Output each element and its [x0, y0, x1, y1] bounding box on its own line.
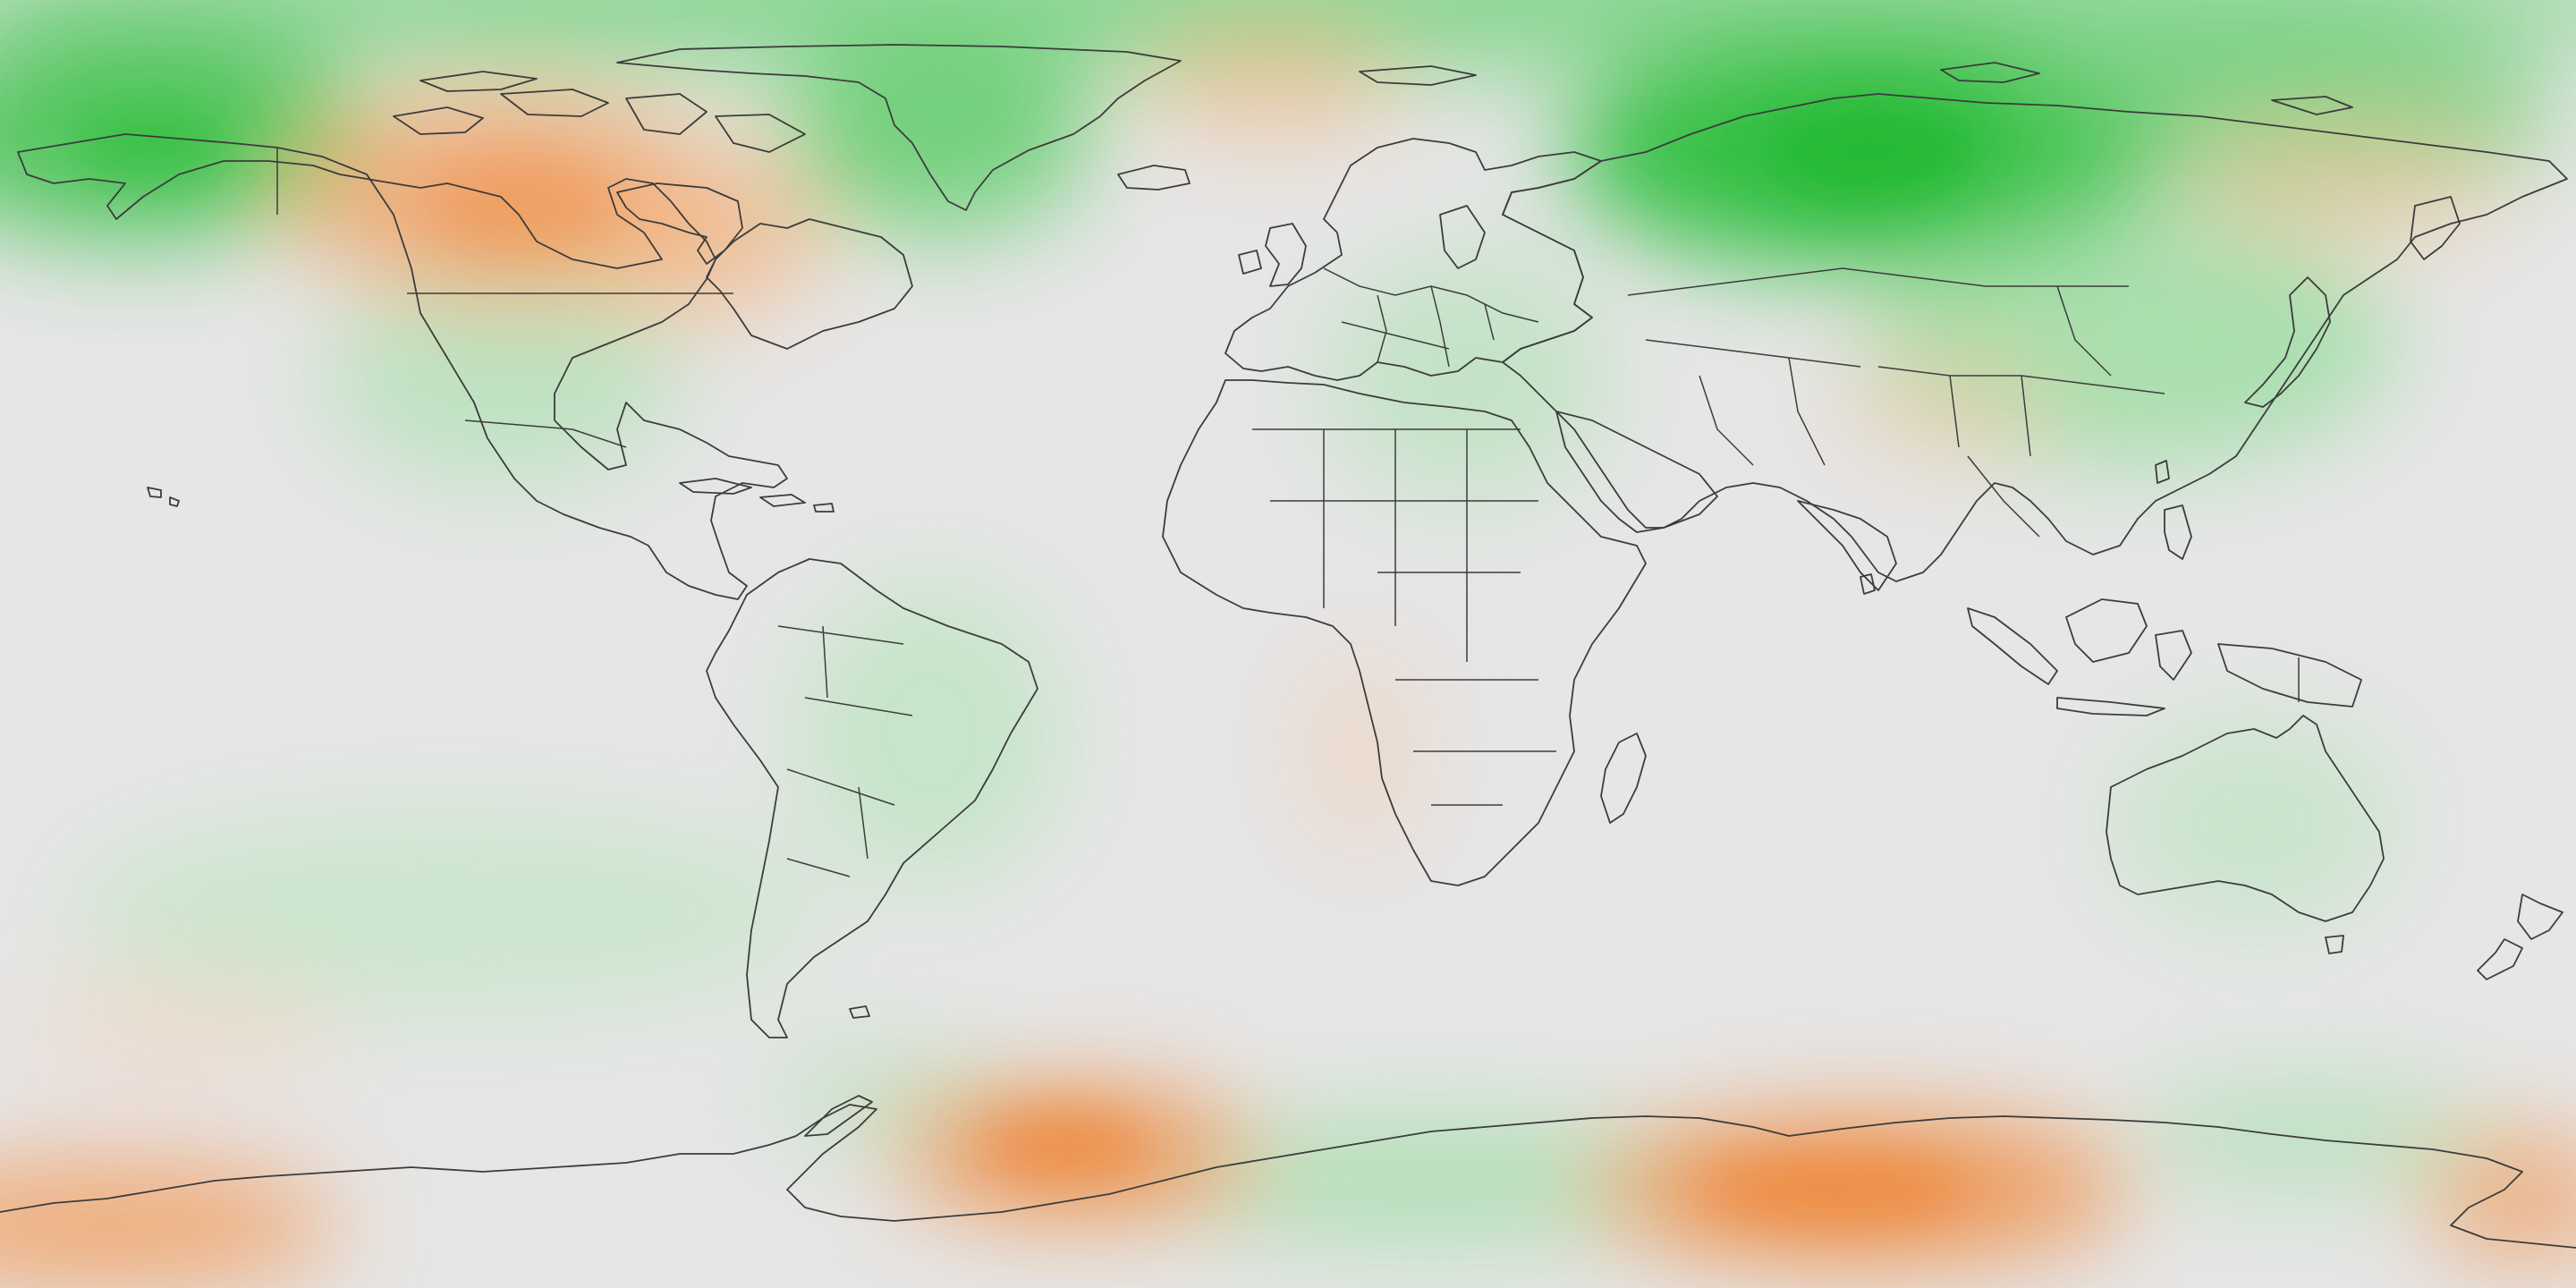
baltic-outline	[1439, 205, 1486, 269]
iceland-outline	[1117, 165, 1191, 191]
tasmania-outline	[2325, 935, 2344, 954]
madagascar-outline	[1600, 733, 1647, 824]
antarctic-peninsula-outline	[804, 1095, 873, 1137]
asia-borders	[1627, 267, 2165, 538]
south-america-borders	[777, 625, 913, 877]
country-borders	[276, 148, 2300, 877]
arabia-outline	[1555, 411, 1718, 533]
kamchatka-outline	[2410, 196, 2461, 260]
india-outline	[1797, 500, 1897, 591]
us-mexico-border	[464, 419, 627, 448]
antarctica-outline	[0, 1104, 2576, 1249]
japan-outline	[2244, 276, 2331, 408]
anomaly-field-cores	[72, 103, 1977, 1225]
australia-outline	[2106, 715, 2385, 922]
asia-outline	[1502, 93, 2568, 582]
europe-borders	[1323, 267, 1539, 368]
sri-lanka-outline	[1860, 573, 1876, 595]
caribbean-islands-outline	[679, 478, 835, 513]
british-isles-outline	[1238, 223, 1307, 287]
indonesia-outline	[1967, 598, 2362, 716]
greenland-outline	[616, 44, 1182, 211]
hawaii-outline	[147, 487, 180, 507]
philippines-outline	[2155, 460, 2192, 560]
africa-borders	[1252, 428, 1556, 806]
hudson-bay-outline	[616, 182, 743, 265]
south-america-outline	[706, 558, 1038, 1038]
new-zealand-outline	[2477, 894, 2563, 980]
arctic-islands-outline	[393, 62, 2353, 153]
africa-outline	[1162, 379, 1647, 886]
falklands-outline	[849, 1005, 870, 1019]
coastlines	[0, 44, 2576, 1249]
